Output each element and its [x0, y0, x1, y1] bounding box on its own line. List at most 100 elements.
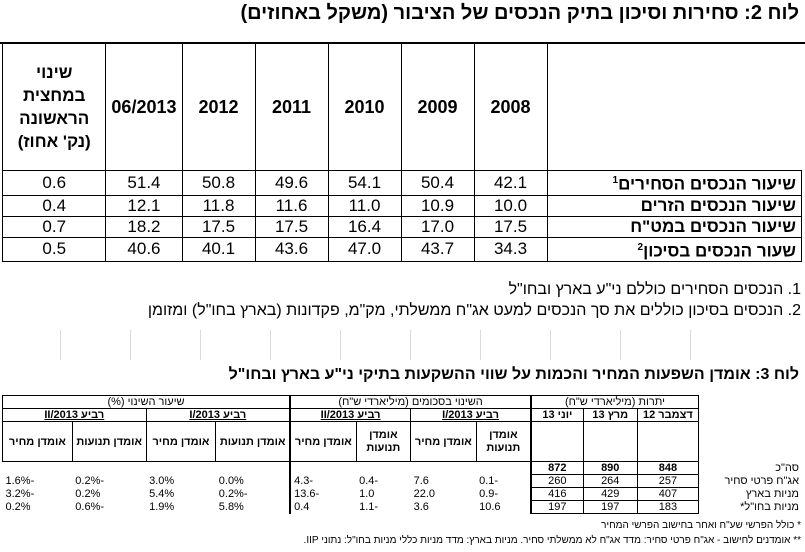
table-cell: 42.1	[473, 170, 548, 196]
subheader-q2-rate: רביע II/2013	[2, 408, 147, 422]
leaf-price-estimate: אומדן מחיר	[145, 421, 217, 462]
row-label: שיעור הנכסים הזרים	[546, 194, 802, 217]
table-cell: 260	[530, 474, 584, 488]
leaf-flow-estimate: אומדן תנועות	[215, 421, 291, 462]
table-cell: 0.2%	[75, 488, 101, 500]
table-cell: -0.1	[479, 475, 499, 487]
table-cell: 197	[582, 500, 638, 514]
table-cell: 0.4	[289, 500, 357, 514]
leaf-flow-estimate: אומדן תנועות	[475, 421, 532, 462]
table-cell: 197	[530, 500, 584, 514]
table-cell: 183	[636, 500, 699, 514]
table-cell: 429	[582, 487, 638, 501]
table-cell	[146, 462, 216, 475]
table-cell: 3.0%	[149, 475, 175, 487]
row-label: אג"ח פרטי סחיר	[724, 475, 799, 487]
table-cell: 0.0%	[218, 475, 244, 487]
leaf-price-estimate: אומדן מחיר	[289, 421, 357, 462]
table-cell: -13.6	[289, 487, 357, 501]
row-label: מניות בארץ	[745, 488, 799, 500]
table-row: סה"כ 848 890 872	[3, 461, 803, 475]
table3-group-header-row: יתרות (מיליארדי ש"ח) השינוי בסכומים (מיל…	[2, 395, 803, 409]
table2-col-header: 2010	[327, 43, 402, 171]
table-row: אג"ח פרטי סחיר 257 264 260 -0.1 7.6 -0.4…	[3, 474, 803, 488]
row-label: שיעור הנכסים הסחירים1	[546, 170, 802, 196]
sheet-gridline	[690, 330, 691, 360]
table-cell: -1.6%	[5, 475, 35, 487]
sheet-gridline	[60, 330, 61, 360]
table-cell: 43.6	[254, 236, 329, 263]
leaf-price-estimate: אומדן מחיר	[410, 421, 477, 462]
table3: יתרות (מיליארדי ש"ח) השינוי בסכומים (מיל…	[2, 395, 802, 514]
table-cell: 264	[582, 474, 638, 488]
sheet-gridline	[550, 330, 551, 360]
table3-footnote-2: ** אומדנים לחישוב - אג"ח פרטי סחיר: מדד …	[303, 535, 801, 546]
table-cell: 872	[530, 461, 584, 475]
table-cell	[476, 462, 531, 475]
sheet-gridline	[130, 330, 131, 360]
table-cell: 16.4	[327, 215, 402, 238]
row-label: סה"כ	[775, 462, 799, 474]
footnote-marker: 1	[612, 175, 619, 186]
table-cell	[289, 461, 357, 475]
table-cell: -4.3	[289, 474, 357, 488]
table2-corner-cell	[547, 43, 802, 171]
table2-title: לוח 2: סחירות וסיכון בתיק הנכסים של הציב…	[240, 2, 799, 24]
footnote-marker: 2	[637, 241, 644, 253]
table-cell: 890	[582, 461, 638, 475]
table-cell: 3.6	[413, 501, 429, 513]
table-row: מניות בחו"ל* 183 197 197 10.6 3.6 -1.1 0…	[3, 500, 803, 514]
table-cell: -0.4	[359, 475, 379, 487]
table-cell: 40.1	[181, 236, 256, 263]
change-cell: 0.5	[1, 236, 107, 263]
table-cell: -0.2%	[75, 475, 105, 487]
sheet-gridline	[270, 330, 271, 360]
table-cell	[356, 462, 410, 475]
leaf-flow-estimate: אומדן תנועות	[71, 421, 147, 462]
row-label: שיעור הנכסים במט"ח	[546, 215, 802, 238]
table-row: שיעור הנכסים הזרים 10.0 10.9 11.0 11.6 1…	[1, 194, 802, 217]
table-cell: 50.4	[400, 170, 475, 196]
table-cell: 47.0	[327, 236, 402, 263]
sheet-gridline	[200, 330, 201, 360]
table-cell: -0.2%	[218, 488, 248, 500]
table3-leaf-header-row: אומדן תנועות אומדן מחיר אומדן תנועות אומדן…	[2, 421, 803, 462]
table2-col-header: 06/2013	[105, 43, 183, 171]
table2-footnote-1: 1. הנכסים הסחירים כוללם ני"ע בארץ ובחו"ל	[508, 281, 801, 298]
row-label: מניות בחו"ל*	[740, 501, 799, 513]
table-cell: 40.6	[105, 236, 183, 263]
change-cell: 0.4	[1, 194, 107, 217]
table-cell: 12.1	[105, 194, 183, 217]
table-cell: 50.8	[181, 170, 256, 196]
table-row: שיעור הנכסים הסחירים1 42.1 50.4 54.1 49.…	[1, 170, 802, 196]
table-cell: -1.1	[359, 501, 379, 513]
table-cell: 34.3	[473, 236, 548, 263]
table-cell	[411, 462, 477, 475]
table-cell: 11.0	[327, 194, 402, 217]
group-header-change-amount: השינוי בסכומים (מיליארדי ש"ח)	[289, 395, 532, 409]
table-cell: 54.1	[327, 170, 402, 196]
leaf-price-estimate: אומדן מחיר	[2, 421, 73, 462]
table-cell: -0.6%	[75, 501, 105, 513]
subheader-mar13: מרץ 13	[582, 408, 638, 422]
row-label: שעור הנכסים בסיכון2	[546, 236, 802, 263]
table-cell: 11.8	[181, 194, 256, 217]
table3-title: לוח 3: אומדן השפעות המחיר והכמות על שווי…	[228, 366, 799, 383]
table2-footnote-2: 2. הנכסים בסיכון כוללים את סך הנכסים למע…	[147, 302, 801, 319]
table-cell: 43.7	[400, 236, 475, 263]
table-cell: 1.9%	[149, 501, 175, 513]
table-row: שיעור הנכסים במט"ח 17.5 17.0 16.4 17.5 1…	[1, 215, 802, 238]
subheader-q1-amount: רביע I/2013	[410, 408, 532, 422]
table2-col-header: 2011	[254, 43, 329, 171]
table-cell: 1.0	[359, 488, 375, 500]
table-cell: 10.6	[479, 501, 501, 513]
table-cell: 18.2	[105, 215, 183, 238]
subheader-dec12: דצמבר 12	[636, 408, 699, 422]
table-row: שעור הנכסים בסיכון2 34.3 43.7 47.0 43.6 …	[1, 236, 802, 263]
table3-label-spacer	[698, 396, 802, 409]
group-header-balances: יתרות (מיליארדי ש"ח)	[530, 395, 699, 409]
table-cell: 407	[636, 487, 699, 501]
table-cell: 5.8%	[218, 501, 244, 513]
table-cell: 49.6	[254, 170, 329, 196]
table-cell: 17.5	[181, 215, 256, 238]
